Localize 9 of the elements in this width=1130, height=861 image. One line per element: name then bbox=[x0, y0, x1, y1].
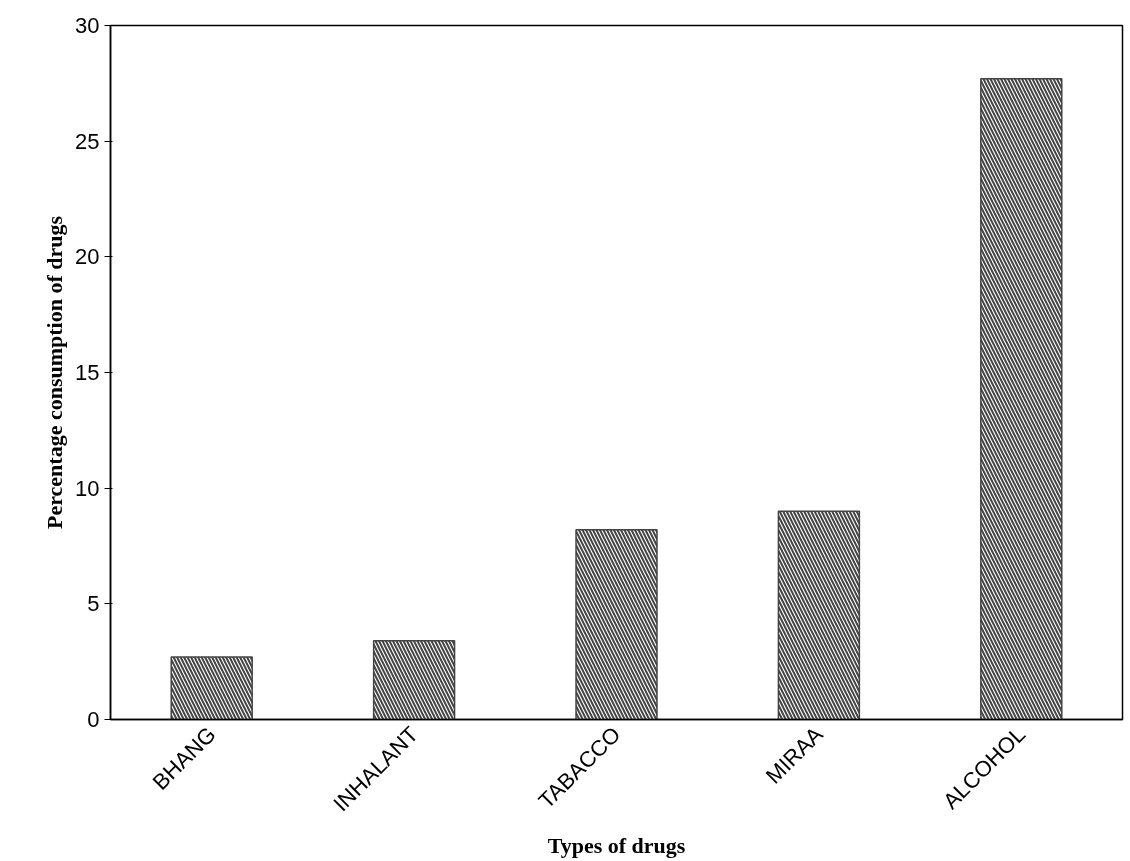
y-tick-label: 25 bbox=[75, 128, 100, 154]
y-tick-label: 5 bbox=[87, 591, 100, 617]
y-tick-label: 10 bbox=[75, 475, 100, 501]
y-tick-label: 30 bbox=[75, 13, 100, 38]
y-axis-title: Percentage consumption of drugs bbox=[42, 215, 68, 530]
x-axis-title: Types of drugs bbox=[547, 833, 686, 859]
y-tick-label: 0 bbox=[87, 707, 100, 732]
y-tick-label: 20 bbox=[75, 244, 100, 270]
y-tick-label: 15 bbox=[75, 360, 100, 385]
